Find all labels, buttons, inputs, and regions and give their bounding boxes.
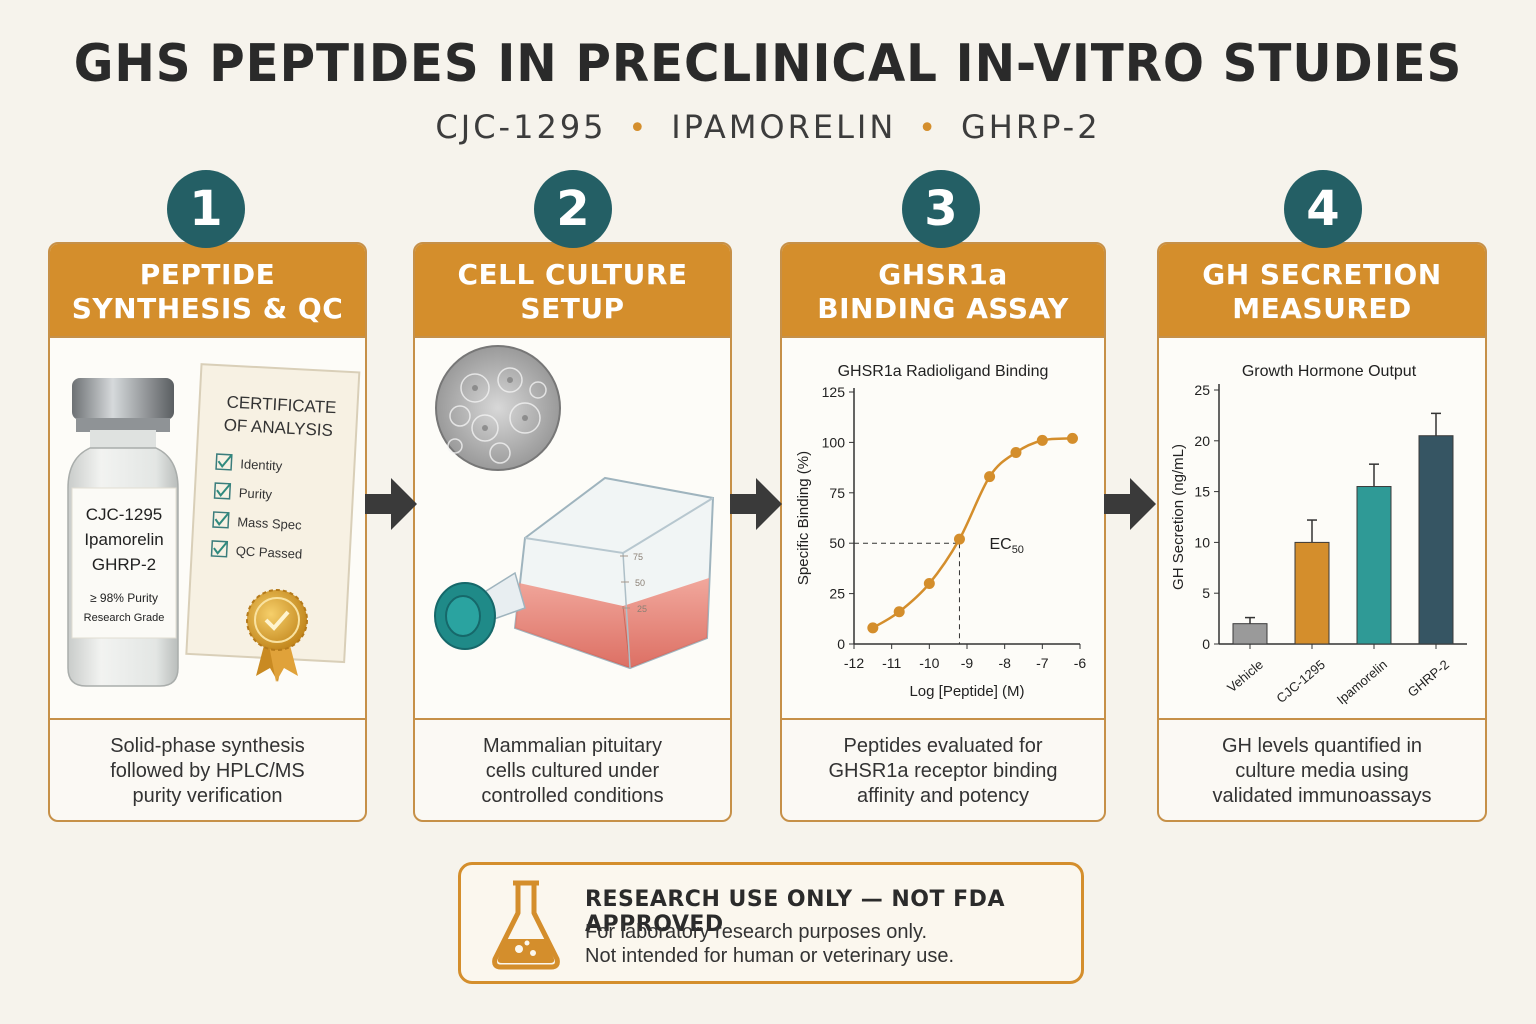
step-card-binding-assay: GHSR1a BINDING ASSAY GHSR1a Radioligand B… [780,242,1106,822]
x-tick-label: -6 [1074,655,1087,671]
x-tick-label: -7 [1036,655,1049,671]
x-tick-label: Ipamorelin [1334,657,1390,708]
arrow-right-icon [1104,478,1156,530]
x-tick-label: -8 [998,655,1011,671]
chart-title: GHSR1a Radioligand Binding [838,363,1049,380]
flask-mark: 25 [637,604,647,614]
y-tick-label: 0 [1202,636,1210,652]
bar [1356,486,1392,645]
step-illustration: Growth Hormone Output 0 5 10 15 20 25 GH Secret… [1159,336,1485,720]
step-illustration: CERTIFICATE OF ANALYSIS Identity Purity … [50,336,365,720]
y-tick-label: 50 [829,535,845,551]
y-tick-label: 20 [1194,433,1210,449]
step-card-cell-culture: CELL CULTURE SETUP [413,242,732,822]
step-card-gh-secretion: GH SECRETION MEASURED Growth Hormone Outp… [1157,242,1487,822]
ec50-label: EC50 [989,536,1023,556]
flask-mark: 50 [635,578,645,588]
y-tick-label: 25 [829,586,845,602]
data-point [1036,434,1048,446]
step-title: PEPTIDE SYNTHESIS & QC [50,244,365,336]
vial-label-line: GHRP-2 [92,555,156,574]
step-number-4: 4 [1284,170,1362,248]
step-title: CELL CULTURE SETUP [415,244,730,336]
arrow-right-icon [365,478,417,530]
gh-output-bar-chart: Growth Hormone Output 0 5 10 15 20 25 GH Secret… [1170,363,1467,708]
certificate-of-analysis: CERTIFICATE OF ANALYSIS Identity Purity … [185,363,361,664]
data-point [953,533,965,545]
step-card-synthesis: PEPTIDE SYNTHESIS & QC CERTIFICATE OF ANA… [48,242,367,822]
step-description: Solid-phase synthesis followed by HPLC/MS… [110,735,305,807]
data-point [893,606,905,618]
binding-curve [872,437,1073,629]
data-point [984,471,996,483]
microscope-cells-icon [435,345,561,471]
binding-curve-chart: GHSR1a Radioligand Binding 0 25 50 75 100 125 -… [795,363,1087,700]
step-description: Peptides evaluated for GHSR1a receptor bi… [828,735,1058,807]
separator-dot: • [628,111,650,146]
step-illustration: 75 50 25 [415,336,730,720]
step-description: Mammalian pituitary cells cultured under c… [481,735,664,807]
flask-icon [492,880,560,970]
step-illustration: GHSR1a Radioligand Binding 0 25 50 75 100 125 -… [782,336,1104,720]
x-tick-label: -9 [961,655,974,671]
chart-title: Growth Hormone Output [1242,363,1417,380]
data-point [1010,446,1022,458]
separator-dot: • [918,111,939,146]
y-tick-label: 10 [1194,534,1210,550]
check-item: Purity [238,485,272,502]
bar [1294,541,1330,645]
step-number-1: 1 [167,170,245,248]
arrow-right-icon [730,478,782,530]
vial-label-line: Ipamorelin [84,530,163,549]
y-tick-label: 100 [822,434,846,450]
y-tick-label: 25 [1194,382,1210,398]
page-title: GHS PEPTIDES IN PRECLINICAL IN-VITRO STU… [73,34,1463,94]
peptide-vial: CJC-1295 Ipamorelin GHRP-2 ≥ 98% Purity … [67,378,179,687]
step-number-3: 3 [902,170,980,248]
data-point [923,578,935,590]
vial-label-line: CJC-1295 [86,505,163,524]
x-tick-label: CJC-1295 [1273,657,1327,706]
x-tick-label: -12 [844,655,864,671]
y-tick-label: 5 [1202,585,1210,601]
x-tick-label: -10 [919,655,939,671]
y-tick-label: 15 [1194,484,1210,500]
y-axis-label: GH Secretion (ng/mL) [1170,444,1187,590]
x-axis-label: Log [Peptide] (M) [909,683,1024,700]
step-title: GH SECRETION MEASURED [1159,244,1485,336]
y-tick-label: 0 [837,636,845,652]
step-title: GHSR1a BINDING ASSAY [782,244,1104,336]
peptide-name: IPAMORELIN [671,108,897,146]
peptide-subtitle: CJC-1295 • IPAMORELIN • GHRP-2 [0,108,1536,146]
x-tick-label: GHRP-2 [1405,657,1452,700]
flask-mark: 75 [633,552,643,562]
x-tick-label: Vehicle [1224,657,1266,695]
data-point [867,622,879,634]
y-axis-label: Specific Binding (%) [795,451,812,585]
research-use-notice: RESEARCH USE ONLY — NOT FDA APPROVED For… [458,862,1084,984]
bar [1232,623,1268,645]
check-item: Identity [240,456,283,473]
notice-heading: RESEARCH USE ONLY — NOT FDA APPROVED [585,887,1005,937]
y-tick-label: 75 [829,485,845,501]
cell-culture-flask: 75 50 25 [434,476,715,670]
vial-label-line: Research Grade [84,612,165,624]
peptide-name: GHRP-2 [960,108,1101,146]
vial-certificate-illustration: CERTIFICATE OF ANALYSIS Identity Purity … [67,363,361,687]
bar [1418,435,1454,645]
x-tick-label: -11 [882,655,901,671]
y-tick-label: 125 [822,384,846,400]
step-number-2: 2 [534,170,612,248]
culture-flask-illustration: 75 50 25 [434,345,715,670]
notice-line: Not intended for human or veterinary use… [585,945,955,967]
step-description: GH levels quantified in culture media usi… [1212,735,1432,807]
check-item: QC Passed [235,543,302,561]
vial-label-line: ≥ 98% Purity [90,591,158,605]
peptide-name: CJC-1295 [435,108,607,146]
data-point [1066,432,1078,444]
gold-seal-icon [246,589,308,682]
check-item: Mass Spec [237,514,302,532]
notice-line: For laboratory research purposes only. [585,921,928,943]
